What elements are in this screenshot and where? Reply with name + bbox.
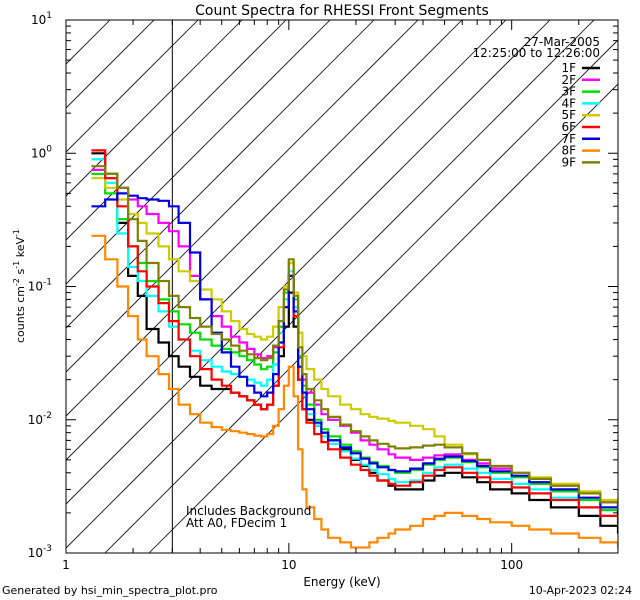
series-layer — [91, 149, 618, 549]
hatch-line — [66, 20, 287, 241]
annotation-background: Includes Background — [186, 504, 311, 518]
hatch-line — [66, 20, 375, 329]
y-tick-label: 10-2 — [28, 411, 52, 427]
y-tick-label: 10-1 — [28, 278, 52, 294]
y-axis-label-exp: -1 — [12, 229, 21, 237]
y-axis-label-exp: -1 — [12, 261, 21, 269]
hatch-line — [66, 20, 419, 373]
x-tick-label: 1 — [62, 558, 70, 572]
hatch-line — [66, 20, 507, 461]
time-range-label: 12:25:00 to 12:26:00 — [473, 46, 600, 60]
x-tick-label: 10 — [281, 558, 296, 572]
legend-label-9F: 9F — [561, 155, 576, 169]
y-tick-label: 101 — [31, 11, 52, 27]
series-8F — [91, 234, 618, 549]
y-tick-label: 100 — [31, 144, 52, 160]
series-3F — [91, 172, 618, 519]
series-7F — [91, 192, 618, 516]
hatched-region — [66, 20, 618, 553]
y-axis-label-part: counts cm — [14, 286, 27, 343]
hatch-line — [66, 20, 243, 197]
y-axis-label-exp: -2 — [12, 278, 21, 286]
legend-label-4F: 4F — [561, 96, 576, 110]
hatch-line — [66, 20, 199, 153]
legend-label-2F: 2F — [561, 73, 576, 87]
legend-label-6F: 6F — [561, 120, 576, 134]
annotation-attenuator: Att A0, FDecim 1 — [186, 516, 287, 530]
legend-label-8F: 8F — [561, 144, 576, 158]
legend-label-7F: 7F — [561, 132, 576, 146]
hatch-line — [66, 20, 595, 549]
x-tick-label: 100 — [500, 558, 523, 572]
timestamp: 10-Apr-2023 02:24 — [528, 584, 632, 597]
date-label: 27-Mar-2005 — [524, 35, 600, 49]
legend-label-1F: 1F — [561, 61, 576, 75]
legend-label-3F: 3F — [561, 85, 576, 99]
hatch-line — [66, 20, 463, 417]
x-axis-label: Energy (keV) — [303, 575, 380, 589]
hatch-line — [104, 39, 618, 553]
hatch-line — [66, 20, 331, 285]
y-axis-label: counts cm-2 s-1 keV-1 — [12, 229, 27, 343]
series-2F — [91, 168, 618, 513]
series-9F — [91, 165, 618, 511]
generator-note: Generated by hsi_min_spectra_plot.pro — [2, 584, 218, 597]
y-axis-label-part: keV — [14, 237, 27, 261]
chart-title: Count Spectra for RHESSI Front Segments — [195, 3, 489, 19]
series-4F — [91, 158, 618, 526]
y-tick-label: 10-3 — [28, 544, 52, 560]
y-axis-label-part: s — [14, 268, 27, 277]
axis-ticks: 1 10 100 10-3 10-2 10-1 100 101 — [28, 11, 618, 572]
legend-label-5F: 5F — [561, 108, 576, 122]
hatch-line — [148, 83, 618, 553]
